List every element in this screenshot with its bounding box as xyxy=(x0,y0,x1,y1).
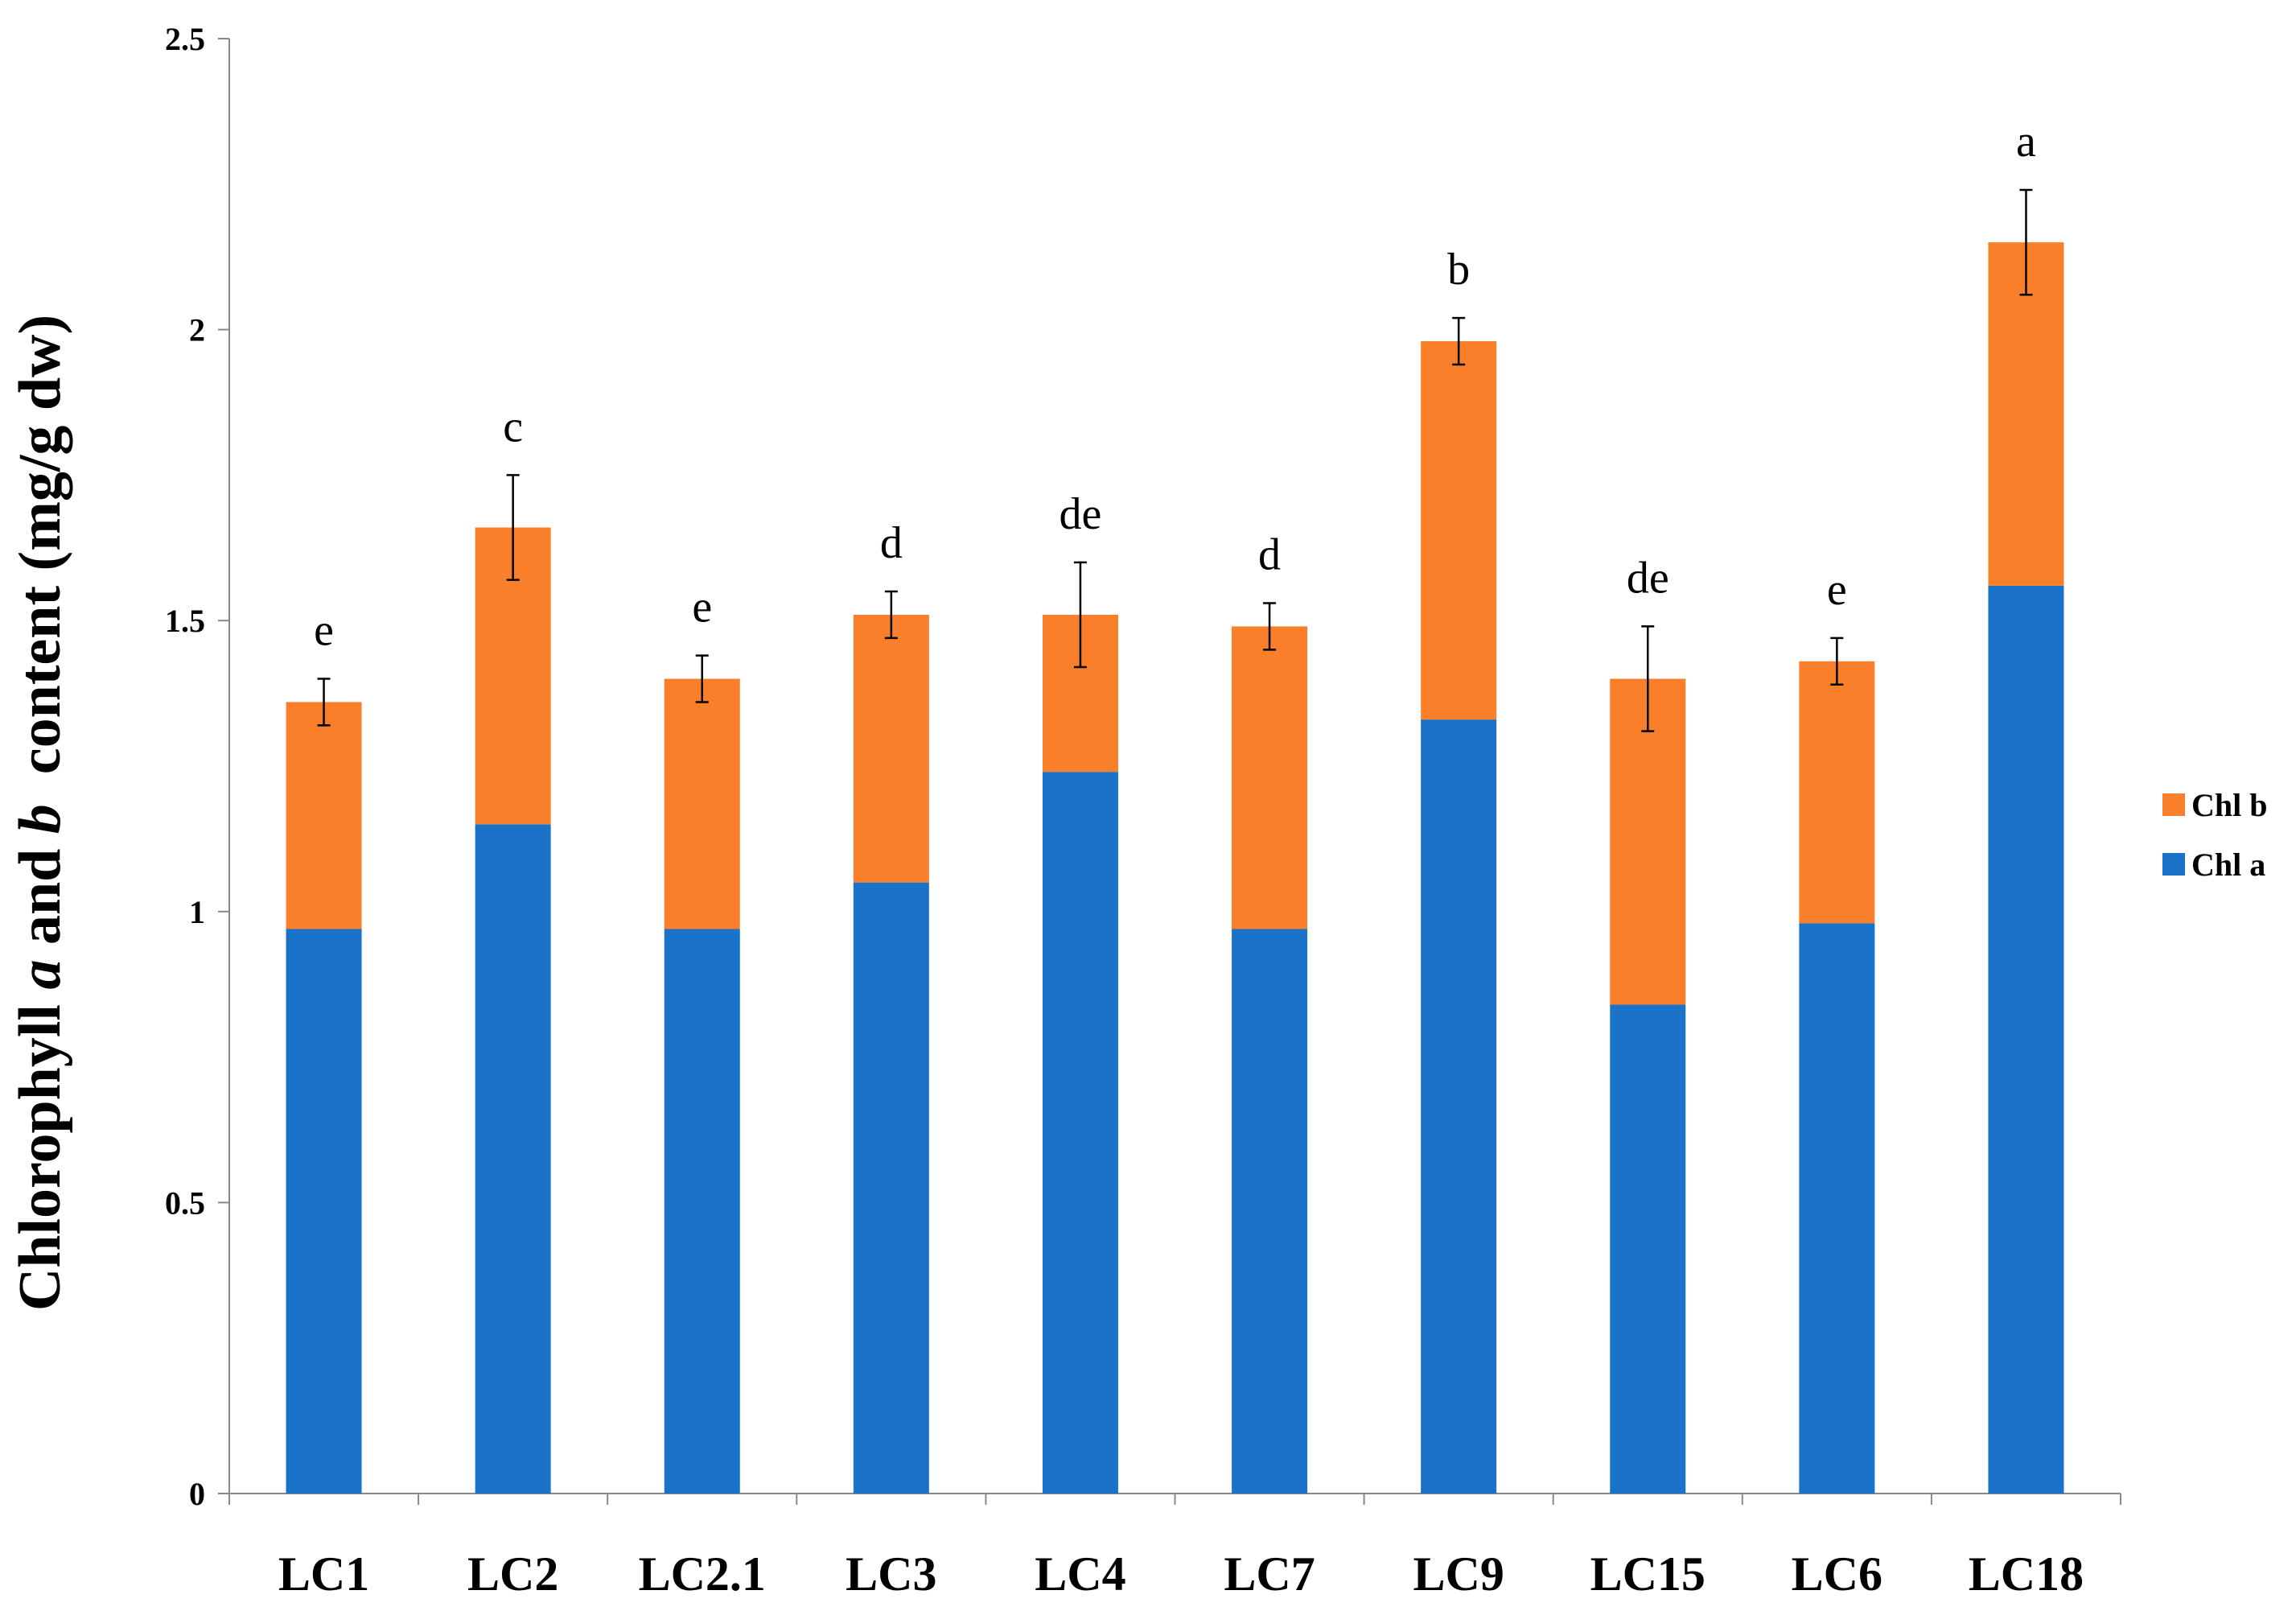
legend-label-chl-b: Chl b xyxy=(2191,787,2268,823)
bar-chl-a-lc1 xyxy=(286,929,362,1494)
x-category-label: LC2 xyxy=(467,1547,558,1601)
legend-label-chl-a: Chl a xyxy=(2191,847,2265,883)
y-tick-label: 1 xyxy=(189,894,205,930)
bar-chl-a-lc15 xyxy=(1610,1004,1686,1494)
bar-chl-b-lc18 xyxy=(1988,242,2064,586)
bar-chl-b-lc1 xyxy=(286,702,362,929)
significance-letter-lc7: d xyxy=(1258,530,1281,580)
y-tick-label: 0 xyxy=(189,1476,205,1512)
bar-chl-b-lc6 xyxy=(1799,661,1875,924)
y-tick-label: 2 xyxy=(189,312,205,348)
error-bars xyxy=(317,188,2033,732)
y-axis-title-part: Chlorophyll xyxy=(7,990,73,1312)
x-category-label: LC6 xyxy=(1792,1547,1882,1601)
legend-swatch-chl-b xyxy=(2162,793,2185,816)
bar-chl-a-lc18 xyxy=(1988,585,2064,1494)
bar-chl-a-lc2 xyxy=(475,824,551,1494)
bar-chl-b-lc15 xyxy=(1610,678,1686,1005)
tick-labels: 0 0.5 1 1.5 2 2.5 xyxy=(165,21,205,1512)
y-axis-title-part: and xyxy=(7,834,73,959)
significance-letter-lc4: de xyxy=(1060,489,1102,539)
significance-letter-lc2: c xyxy=(503,402,523,451)
x-category-label: LC2.1 xyxy=(639,1547,766,1601)
y-axis-title-part: content (mg/g dw) xyxy=(7,315,73,804)
bar-chl-b-lc3 xyxy=(853,614,929,883)
significance-letter-lc15: de xyxy=(1627,553,1669,603)
y-tick-label: 2.5 xyxy=(165,21,205,57)
significance-letter-lc2-1: e xyxy=(692,583,712,632)
y-axis-title-part: a xyxy=(7,960,73,990)
legend-swatch-chl-a xyxy=(2162,853,2185,876)
x-category-label: LC9 xyxy=(1413,1547,1504,1601)
significance-letter-lc18: a xyxy=(2016,117,2036,167)
bars xyxy=(286,242,2064,1494)
significance-letter-lc3: d xyxy=(880,518,903,568)
y-axis-title-part: b xyxy=(7,804,73,834)
bar-chl-a-lc4 xyxy=(1042,772,1118,1494)
bar-chl-b-lc9 xyxy=(1421,341,1497,720)
bar-chl-a-lc7 xyxy=(1232,929,1308,1494)
bar-chl-a-lc6 xyxy=(1799,923,1875,1494)
bar-chl-a-lc3 xyxy=(853,882,929,1494)
x-category-label: LC15 xyxy=(1590,1547,1706,1601)
y-tick-label: 1.5 xyxy=(165,603,205,639)
legend: Chl b Chl a xyxy=(2162,787,2268,883)
significance-letter-lc6: e xyxy=(1827,565,1847,615)
bar-chl-b-lc7 xyxy=(1232,626,1308,929)
x-category-label: LC1 xyxy=(278,1547,369,1601)
x-category-label: LC18 xyxy=(1969,1547,2084,1601)
x-category-label: LC4 xyxy=(1035,1547,1125,1601)
bar-chl-a-lc2-1 xyxy=(664,929,740,1494)
bar-chl-a-lc9 xyxy=(1421,719,1497,1494)
category-labels: LC1 LC2 LC2.1 LC3 LC4 LC7 LC9 LC15 LC6 LC18 xyxy=(278,1547,2084,1601)
y-tick-label: 0.5 xyxy=(165,1185,205,1221)
x-category-label: LC7 xyxy=(1224,1547,1315,1601)
y-axis-title: Chlorophyll a and b content (mg/g dw) xyxy=(7,315,73,1311)
bar-chl-b-lc2-1 xyxy=(664,678,740,929)
x-category-label: LC3 xyxy=(846,1547,936,1601)
significance-letter-lc9: b xyxy=(1447,245,1470,295)
significance-letters: e c e d de d b de e a xyxy=(314,117,2036,655)
significance-letter-lc1: e xyxy=(314,606,334,656)
